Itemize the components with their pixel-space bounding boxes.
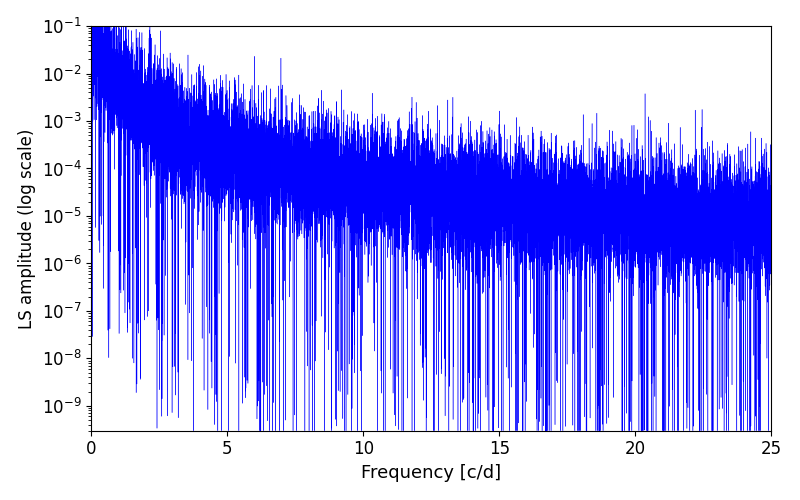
Y-axis label: LS amplitude (log scale): LS amplitude (log scale) bbox=[18, 128, 36, 328]
X-axis label: Frequency [c/d]: Frequency [c/d] bbox=[361, 464, 502, 482]
